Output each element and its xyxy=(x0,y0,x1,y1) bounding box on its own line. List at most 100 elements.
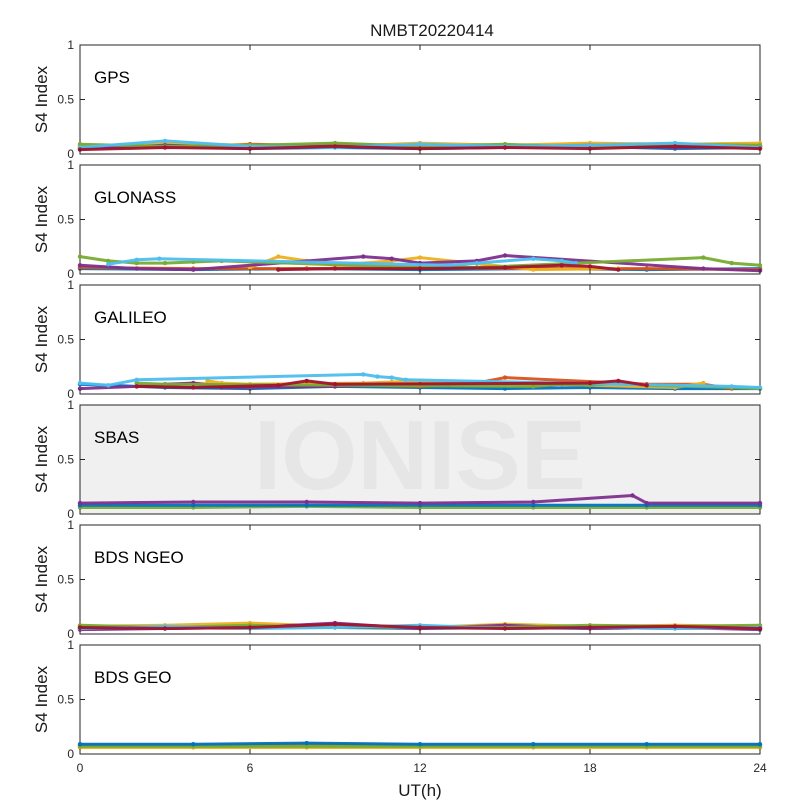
y-axis-label: S4 Index xyxy=(32,185,51,253)
data-point xyxy=(587,380,593,386)
panel-bds-geo: 0 0.5 1 BDS GEO S4 Index 0 6 12 18 24 xyxy=(32,638,767,775)
y-axis-label: S4 Index xyxy=(32,65,51,133)
data-point xyxy=(587,625,593,630)
x-tick-label: 6 xyxy=(247,761,254,775)
x-tick-label: 12 xyxy=(413,761,427,775)
data-point xyxy=(162,260,168,266)
data-point xyxy=(191,499,196,505)
data-point xyxy=(77,142,83,147)
data-point xyxy=(304,499,309,505)
data-point xyxy=(106,258,111,264)
data-point xyxy=(191,742,196,747)
x-axis-label: UT(h) xyxy=(398,781,441,800)
data-point xyxy=(389,256,394,261)
data-point xyxy=(162,145,168,150)
data-point xyxy=(417,625,423,630)
data-point xyxy=(729,384,734,389)
x-tick-label: 0 xyxy=(77,761,84,775)
data-point xyxy=(644,383,649,388)
watermark-band xyxy=(80,405,760,514)
axes-box xyxy=(79,524,761,635)
y-axis-label: S4 Index xyxy=(32,545,51,613)
data-point xyxy=(332,382,338,387)
data-point xyxy=(644,500,649,506)
data-point xyxy=(757,263,763,268)
data-point xyxy=(417,742,423,747)
y-tick-label: 0.5 xyxy=(57,693,74,707)
data-point xyxy=(134,260,139,266)
data-point xyxy=(757,626,763,631)
data-point xyxy=(389,375,394,380)
panel-label: GPS xyxy=(94,68,130,87)
data-point xyxy=(474,260,479,266)
data-point xyxy=(531,256,536,261)
data-point xyxy=(375,374,380,379)
data-point xyxy=(616,378,621,384)
data-point xyxy=(106,383,111,388)
data-point xyxy=(502,253,508,258)
data-point xyxy=(502,145,508,150)
data-point xyxy=(559,258,564,264)
data-point xyxy=(403,377,408,382)
data-point xyxy=(644,742,649,747)
data-point xyxy=(332,144,338,149)
data-point xyxy=(573,260,578,266)
panel-label: BDS GEO xyxy=(94,668,171,687)
data-point xyxy=(701,380,706,386)
data-point xyxy=(531,503,536,508)
y-tick-label: 0.5 xyxy=(57,213,74,227)
data-point xyxy=(276,254,281,259)
series-3 xyxy=(78,494,762,505)
data-point xyxy=(332,622,338,627)
data-point xyxy=(332,140,338,146)
data-point xyxy=(757,742,763,747)
y-tick-label: 1 xyxy=(67,518,74,532)
data-point xyxy=(332,266,338,271)
panel-gps: 0 0.5 1 GPS S4 Index xyxy=(32,38,763,161)
data-point xyxy=(417,255,423,260)
data-point xyxy=(672,140,678,146)
data-point xyxy=(304,503,309,508)
data-point xyxy=(247,146,253,151)
data-point xyxy=(361,254,366,259)
data-point xyxy=(304,740,309,746)
data-point xyxy=(644,266,649,271)
y-tick-label: 0 xyxy=(67,747,74,761)
data-point xyxy=(247,625,253,630)
series-7 xyxy=(135,379,649,389)
chart-title: NMBT20220414 xyxy=(370,21,494,40)
data-point xyxy=(446,263,451,268)
data-point xyxy=(757,385,763,390)
data-point xyxy=(502,265,508,270)
y-tick-label: 0.5 xyxy=(57,93,74,107)
y-tick-label: 0.5 xyxy=(57,573,74,587)
data-point xyxy=(531,742,536,747)
data-point xyxy=(757,146,763,151)
y-tick-label: 0 xyxy=(67,627,74,641)
y-axis-label: S4 Index xyxy=(32,665,51,733)
data-point xyxy=(77,386,83,391)
y-tick-label: 1 xyxy=(67,638,74,652)
panel-label: GLONASS xyxy=(94,188,176,207)
panel-glonass: 0 0.5 1 GLONASS S4 Index xyxy=(32,158,763,281)
y-tick-label: 0.5 xyxy=(57,453,74,467)
data-point xyxy=(672,624,678,629)
data-point xyxy=(417,146,423,151)
series-5 xyxy=(78,255,762,269)
data-point xyxy=(162,138,168,144)
data-point xyxy=(587,143,593,148)
data-point xyxy=(630,493,635,498)
data-point xyxy=(502,375,508,380)
x-tick-label: 18 xyxy=(583,761,597,775)
data-point xyxy=(134,257,139,262)
y-tick-label: 1 xyxy=(67,278,74,292)
y-axis-label: S4 Index xyxy=(32,305,51,373)
data-point xyxy=(417,142,423,147)
data-point xyxy=(417,500,423,506)
y-tick-label: 1 xyxy=(67,38,74,52)
data-point xyxy=(587,264,593,269)
data-point xyxy=(77,263,83,268)
panel-bds-ngeo: 0 0.5 1 BDS NGEO S4 Index xyxy=(32,518,763,641)
data-point xyxy=(162,626,168,631)
